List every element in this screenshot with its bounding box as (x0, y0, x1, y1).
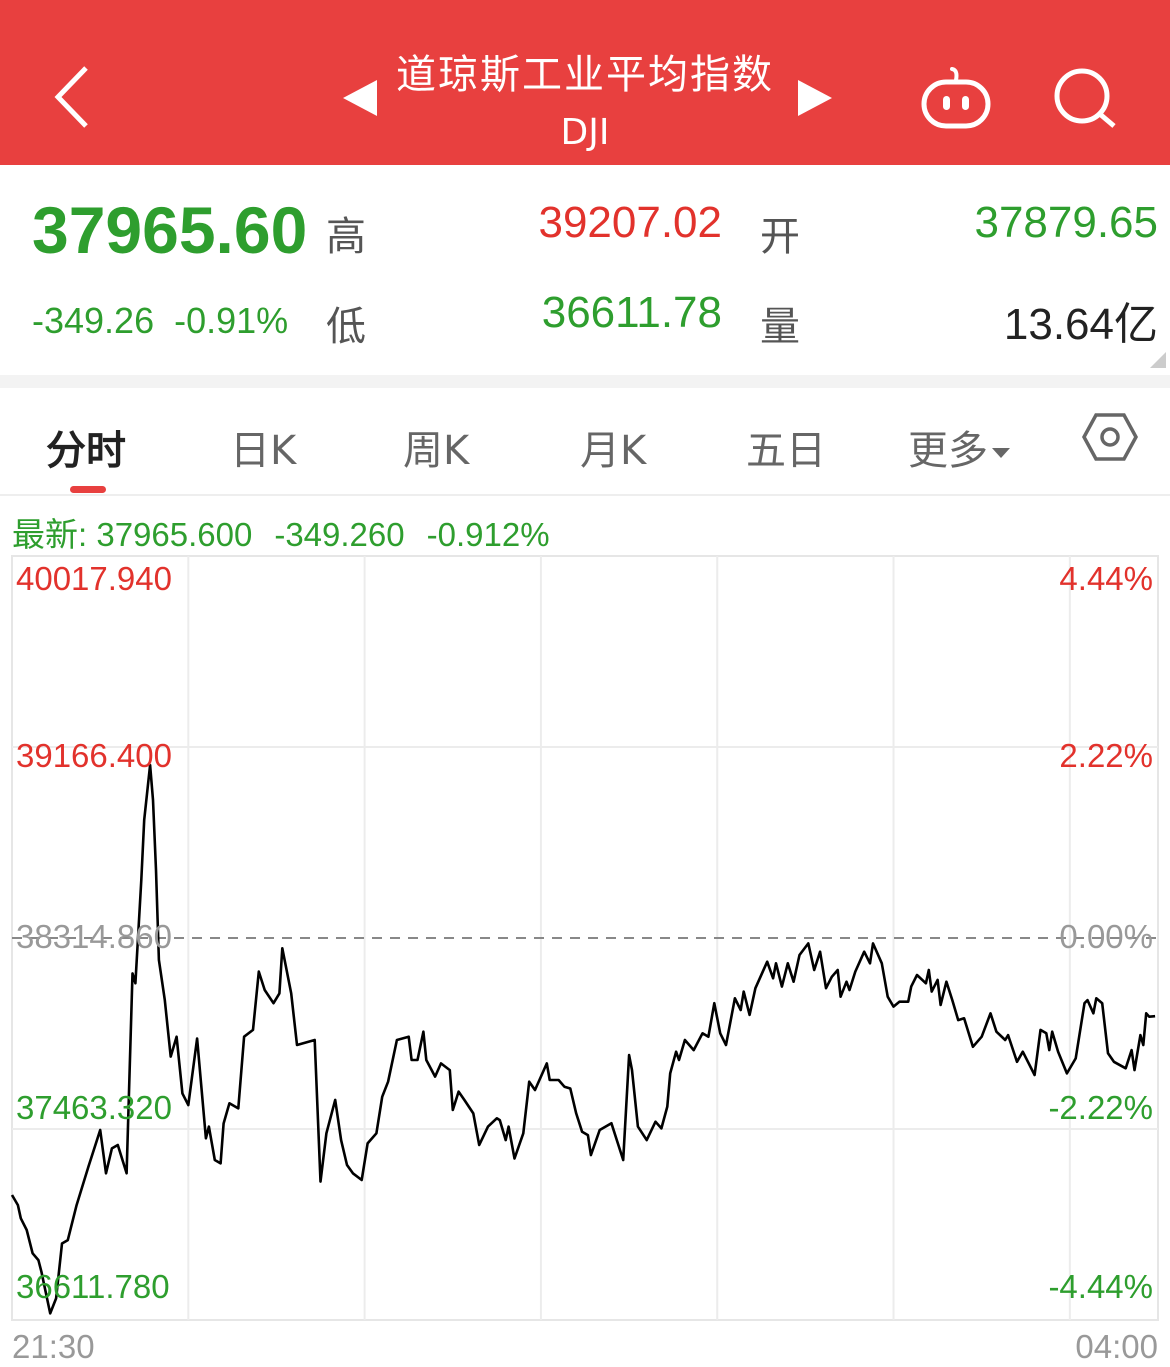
latest-change: -349.260 (274, 516, 405, 553)
y-tick-label-left: 36611.780 (16, 1268, 170, 1305)
caret-down-icon (992, 448, 1010, 458)
hexagon-settings-icon[interactable] (1082, 412, 1138, 462)
last-price: 37965.60 (32, 193, 308, 267)
x-tick-label-start: 21:30 (12, 1328, 95, 1365)
top-bar: 道琼斯工业平均指数 DJI (0, 0, 1170, 165)
price-line (10, 763, 1156, 1315)
tab-intraday[interactable]: 分时 (46, 428, 126, 474)
tab-more-label: 更多 (908, 428, 988, 474)
y-tick-label-left: 37463.320 (16, 1089, 172, 1126)
tab-more[interactable]: 更多 (908, 418, 1010, 476)
back-chevron-icon[interactable] (50, 62, 96, 132)
index-title: 道琼斯工业平均指数 (396, 52, 774, 98)
y-tick-label-right: -4.44% (1048, 1268, 1153, 1305)
latest-readout: 最新: 37965.600 -349.260 -0.912% (12, 508, 572, 556)
high-value: 39207.02 (538, 198, 722, 247)
next-triangle-icon[interactable] (798, 80, 832, 116)
y-tick-label-right: 0.00% (1059, 918, 1153, 955)
high-label: 高 (326, 214, 366, 260)
low-label: 低 (326, 304, 366, 350)
search-icon[interactable] (1052, 66, 1120, 130)
y-tick-label-right: -2.22% (1048, 1089, 1153, 1126)
y-tick-label-left: 38314.860 (16, 918, 172, 955)
volume-value: 13.64亿 (1003, 300, 1158, 349)
grid-lines (11, 555, 1159, 1321)
change-value: -349.26 (32, 300, 155, 341)
tab-daily-k[interactable]: 日K (230, 428, 297, 474)
y-tick-label-right: 4.44% (1059, 560, 1153, 597)
open-label: 开 (760, 214, 800, 260)
open-value: 37879.65 (974, 198, 1158, 247)
x-tick-label-end: 04:00 (1075, 1328, 1158, 1365)
chart-tabs: 分时 日K 周K 月K 五日 更多 (0, 388, 1170, 496)
active-tab-indicator (70, 486, 106, 493)
expand-corner-icon[interactable] (1150, 352, 1166, 368)
change-percent: -0.91% (174, 300, 289, 341)
price-change: -349.26 -0.91% (32, 300, 288, 342)
low-value: 36611.78 (541, 288, 722, 337)
y-tick-label-left: 39166.400 (16, 737, 172, 774)
volume-label: 量 (760, 304, 800, 350)
y-tick-label-left: 40017.940 (16, 560, 172, 597)
index-code: DJI (560, 112, 610, 153)
divider (0, 375, 1170, 388)
tab-five-day[interactable]: 五日 (746, 428, 826, 474)
y-tick-label-right: 2.22% (1059, 737, 1153, 774)
tab-weekly-k[interactable]: 周K (403, 428, 470, 474)
tab-monthly-k[interactable]: 月K (580, 428, 647, 474)
latest-percent: -0.912% (426, 516, 550, 553)
latest-price: 最新: 37965.600 (12, 516, 253, 553)
axis-labels: 40017.940 4.44% 39166.400 2.22% 38314.860 0.0… (12, 560, 1158, 1365)
robot-assistant-icon[interactable] (918, 66, 994, 132)
prev-triangle-icon[interactable] (343, 80, 377, 116)
